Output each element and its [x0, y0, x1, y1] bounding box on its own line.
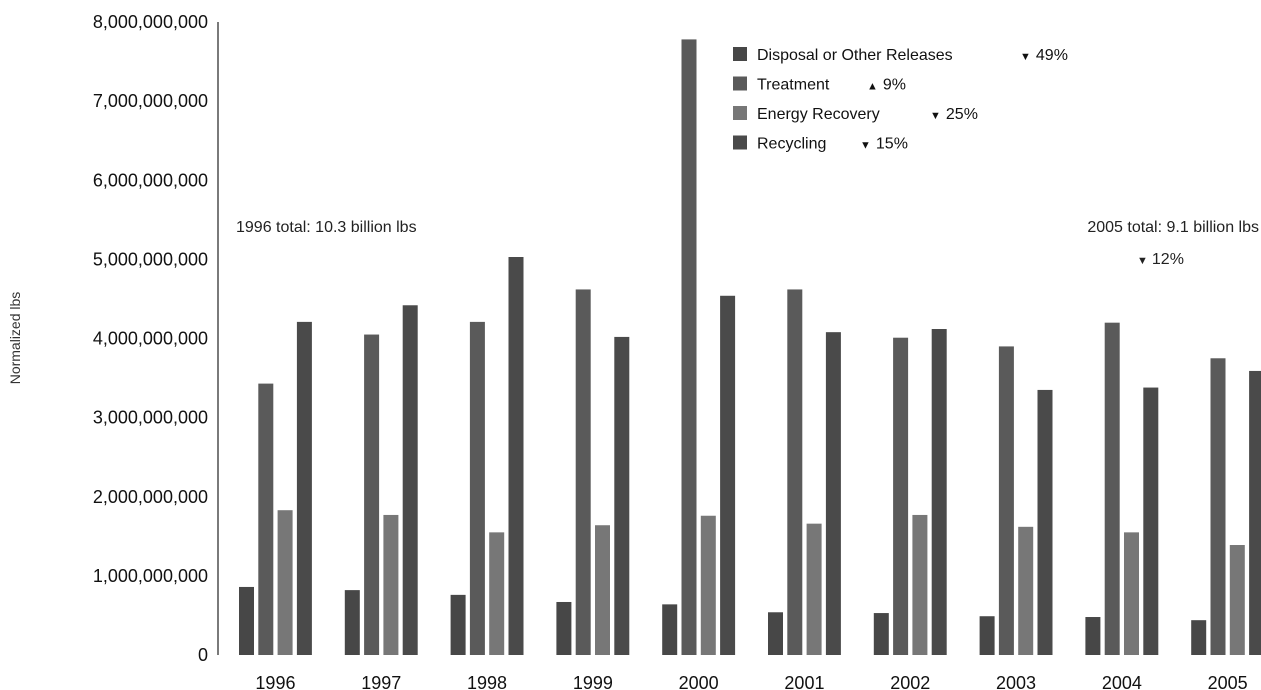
x-tick-label: 1999 — [573, 673, 613, 690]
bar — [1124, 532, 1139, 655]
legend-swatch — [733, 135, 747, 150]
bar — [700, 515, 716, 655]
x-axis: 1996 1997 1998 1999 2000 2001 2002 2003 2004 2005 — [255, 673, 1247, 690]
annotation-change-symbol: ▼ — [1137, 255, 1148, 267]
bar — [364, 334, 380, 655]
x-tick-label: 1998 — [467, 673, 507, 690]
bar — [768, 612, 783, 655]
bar — [402, 305, 418, 655]
legend-change: ▲ 9% — [867, 77, 906, 94]
legend-change-symbol: ▼ — [1020, 51, 1031, 63]
bar — [450, 594, 466, 655]
x-tick-label: 1996 — [255, 673, 295, 690]
legend-change-symbol: ▼ — [860, 140, 871, 152]
annotation-right-change: ▼ 12% — [1137, 251, 1184, 268]
bar — [720, 295, 736, 655]
x-tick-label: 2000 — [679, 673, 719, 690]
legend-label: Energy Recovery — [757, 106, 880, 123]
x-tick-label: 2004 — [1102, 673, 1142, 690]
bar — [508, 257, 524, 655]
y-tick-label: 6,000,000,000 — [93, 170, 208, 190]
bar — [662, 604, 678, 655]
bar — [1191, 620, 1207, 655]
y-tick-label: 4,000,000,000 — [93, 329, 208, 349]
annotations: 1996 total: 10.3 billion lbs 2005 total: … — [236, 219, 1259, 268]
legend-change-value: 25% — [946, 106, 978, 123]
bar — [1104, 322, 1120, 655]
bar — [556, 601, 572, 655]
bar — [998, 346, 1014, 655]
x-tick-label: 2005 — [1208, 673, 1248, 690]
y-tick-label: 3,000,000,000 — [93, 408, 208, 428]
bar — [258, 383, 274, 655]
bar — [1085, 617, 1101, 655]
bar — [979, 616, 995, 655]
bar — [1018, 526, 1034, 655]
legend-label: Treatment — [757, 77, 830, 94]
bars — [239, 39, 1261, 656]
legend-change: ▼ 49% — [1020, 47, 1068, 64]
y-tick-label: 8,000,000,000 — [93, 12, 208, 32]
bar — [1037, 389, 1053, 655]
annotation-right-total: 2005 total: 9.1 billion lbs — [1087, 219, 1259, 236]
bar — [489, 532, 505, 655]
y-axis: 0 1,000,000,000 2,000,000,000 3,000,000,000… — [7, 12, 219, 665]
bar — [912, 514, 928, 655]
bar — [469, 321, 485, 655]
y-tick-label: 7,000,000,000 — [93, 91, 208, 111]
bar — [787, 289, 803, 655]
bar — [1249, 370, 1261, 655]
bar — [277, 510, 293, 655]
legend-swatch — [733, 106, 747, 120]
bar — [595, 525, 610, 655]
legend-swatch — [733, 76, 747, 91]
bar — [681, 39, 697, 656]
y-tick-label: 5,000,000,000 — [93, 249, 208, 269]
legend-change-symbol: ▲ — [867, 81, 878, 93]
bar — [239, 586, 254, 655]
legend-change: ▼ 15% — [860, 136, 908, 153]
bar — [1143, 387, 1159, 655]
bar — [296, 321, 312, 655]
y-tick-label: 2,000,000,000 — [93, 487, 208, 507]
x-tick-label: 2003 — [996, 673, 1036, 690]
x-tick-label: 1997 — [361, 673, 401, 690]
legend: Disposal or Other Releases ▼ 49% Treatment ▲… — [733, 47, 1068, 153]
bar — [575, 289, 591, 655]
y-tick-label: 1,000,000,000 — [93, 566, 208, 586]
bar — [931, 329, 947, 655]
legend-swatch — [733, 47, 747, 61]
bar — [1229, 545, 1245, 655]
bar — [614, 336, 630, 655]
bar — [383, 514, 399, 655]
bar — [893, 337, 909, 655]
legend-change-value: 9% — [883, 77, 906, 94]
bar — [825, 332, 841, 655]
annotation-left-total: 1996 total: 10.3 billion lbs — [236, 219, 417, 236]
x-tick-label: 2001 — [784, 673, 824, 690]
legend-change: ▼ 25% — [930, 106, 978, 123]
legend-change-value: 49% — [1036, 47, 1068, 64]
y-tick-label: 0 — [198, 645, 208, 665]
legend-label: Recycling — [757, 136, 826, 153]
x-tick-label: 2002 — [890, 673, 930, 690]
annotation-change-value: 12% — [1152, 251, 1184, 268]
legend-change-value: 15% — [876, 136, 908, 153]
bar — [806, 523, 822, 655]
bar — [344, 590, 360, 655]
y-axis-title: Normalized lbs — [7, 292, 23, 385]
bar — [873, 613, 889, 655]
bar — [1210, 358, 1226, 655]
legend-change-symbol: ▼ — [930, 110, 941, 122]
legend-label: Disposal or Other Releases — [757, 47, 953, 64]
